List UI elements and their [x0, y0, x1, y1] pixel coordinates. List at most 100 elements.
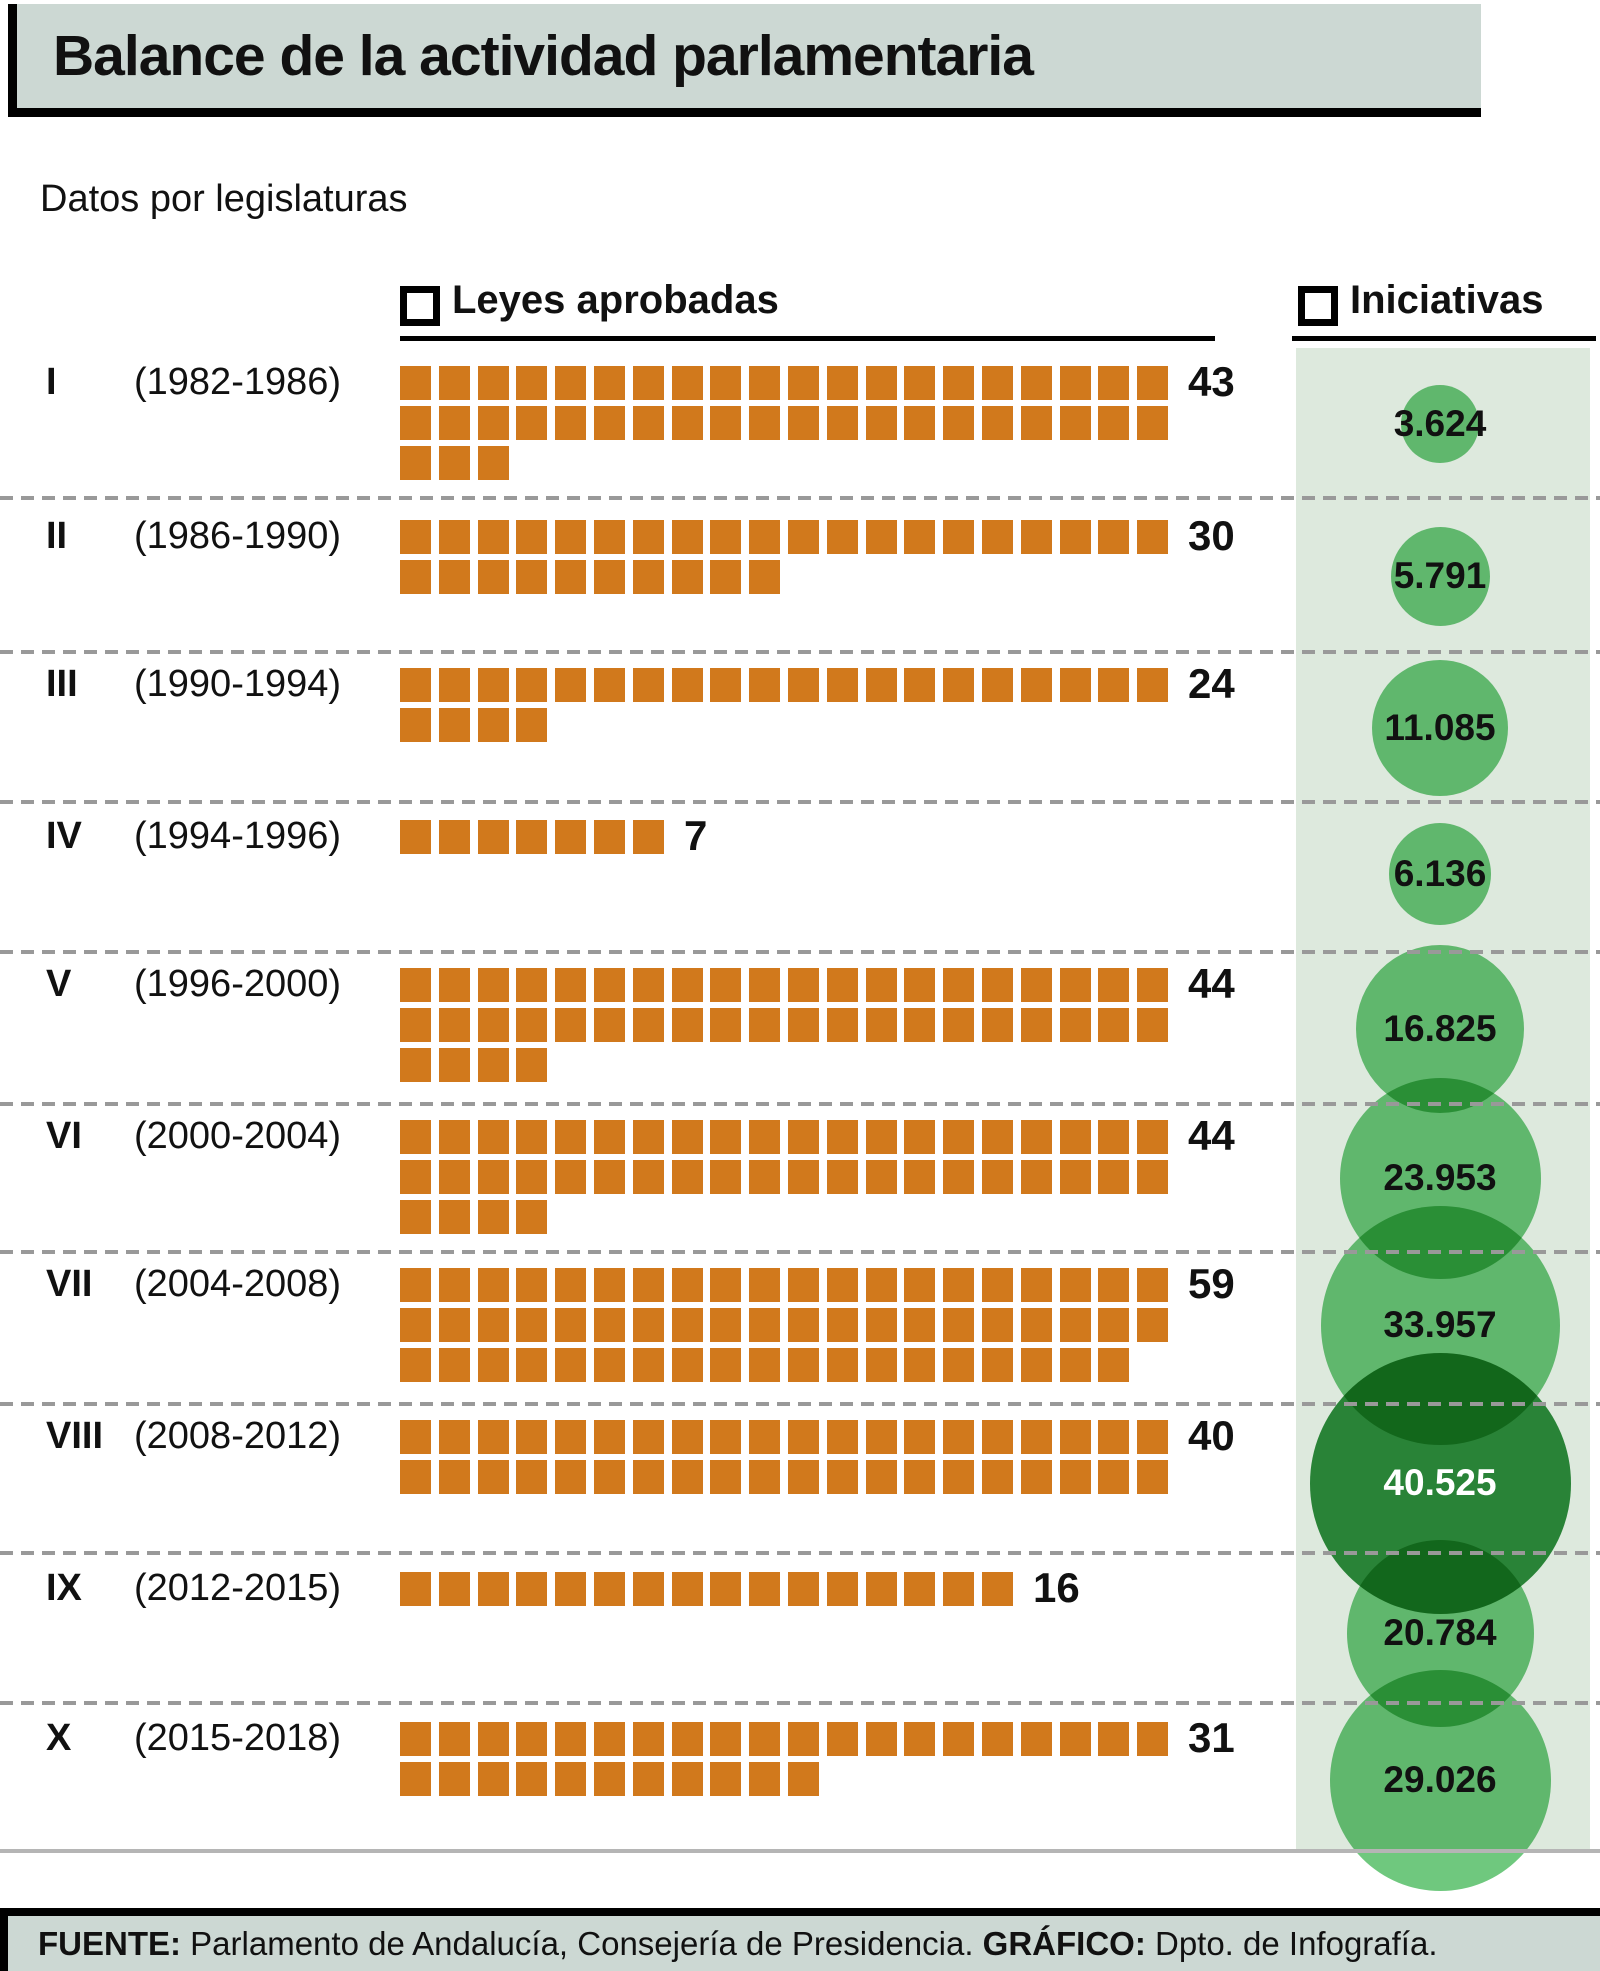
law-square [1060, 1308, 1091, 1342]
law-square [439, 446, 470, 480]
law-square [866, 1008, 897, 1042]
law-square [555, 968, 586, 1002]
law-square [478, 1048, 509, 1082]
law-square [478, 1572, 509, 1606]
law-square [827, 1308, 858, 1342]
law-square [710, 1160, 741, 1194]
laws-count-II: 30 [1188, 512, 1235, 559]
law-square [1021, 1420, 1052, 1454]
law-square [904, 968, 935, 1002]
law-square [1137, 968, 1168, 1002]
law-square [555, 820, 586, 854]
laws-legend-label: Leyes aprobadas [452, 278, 779, 322]
law-square [1137, 1160, 1168, 1194]
law-square [594, 1722, 625, 1756]
law-square [982, 1722, 1013, 1756]
law-square [672, 1572, 703, 1606]
law-square [633, 968, 664, 1002]
law-square [1098, 968, 1129, 1002]
law-square [1098, 1008, 1129, 1042]
law-square [672, 1268, 703, 1302]
law-square [866, 1268, 897, 1302]
graphic-label: GRÁFICO: [982, 1925, 1146, 1962]
law-square [788, 1268, 819, 1302]
law-square [710, 1268, 741, 1302]
law-square [710, 406, 741, 440]
subtitle: Datos por legislaturas [40, 178, 408, 220]
law-square [1098, 520, 1129, 554]
law-square [788, 1420, 819, 1454]
legislature-roman-IX: IX [46, 1567, 82, 1609]
initiatives-value-V: 16.825 [1383, 1008, 1497, 1049]
law-square [749, 1308, 780, 1342]
law-square [478, 1160, 509, 1194]
law-square [1060, 1420, 1091, 1454]
law-square [710, 1420, 741, 1454]
law-square [633, 406, 664, 440]
law-square [516, 1200, 547, 1234]
law-square [827, 366, 858, 400]
graphic-text: Dpto. de Infografía. [1145, 1925, 1438, 1962]
law-square [478, 520, 509, 554]
law-square [400, 1572, 431, 1606]
law-square [439, 1008, 470, 1042]
legislature-years-IV: (1994-1996) [134, 815, 342, 857]
legislature-roman-X: X [46, 1717, 72, 1759]
law-square [1137, 1308, 1168, 1342]
law-square [594, 1268, 625, 1302]
law-square [1021, 1008, 1052, 1042]
law-square [633, 1572, 664, 1606]
law-square [672, 1120, 703, 1154]
law-square [478, 820, 509, 854]
law-square [672, 520, 703, 554]
law-square [788, 1722, 819, 1756]
law-square [555, 1268, 586, 1302]
law-square [594, 1348, 625, 1382]
laws-count-VII: 59 [1188, 1260, 1235, 1307]
legislature-roman-IV: IV [46, 815, 82, 857]
law-square [478, 1460, 509, 1494]
legislature-roman-VI: VI [46, 1115, 82, 1157]
law-square [439, 1460, 470, 1494]
laws-count-III: 24 [1188, 660, 1235, 707]
law-square [439, 708, 470, 742]
law-square [866, 968, 897, 1002]
law-square [943, 1120, 974, 1154]
law-square [866, 366, 897, 400]
law-square [672, 1160, 703, 1194]
law-square [904, 1420, 935, 1454]
law-square [400, 1420, 431, 1454]
law-square [516, 1048, 547, 1082]
law-square [1137, 1722, 1168, 1756]
source-text: Parlamento de Andalucía, Consejería de P… [181, 1925, 983, 1962]
law-square [400, 1308, 431, 1342]
law-square [943, 1160, 974, 1194]
law-square [633, 1308, 664, 1342]
title-bar: Balance de la actividad parlamentaria [8, 4, 1481, 117]
law-square [866, 1420, 897, 1454]
law-square [672, 1420, 703, 1454]
law-square [439, 366, 470, 400]
law-square [710, 668, 741, 702]
law-square [749, 1348, 780, 1382]
law-square [982, 968, 1013, 1002]
legislature-years-VI: (2000-2004) [134, 1115, 342, 1157]
law-square [827, 1572, 858, 1606]
law-square [633, 1420, 664, 1454]
law-square [904, 1308, 935, 1342]
laws-count-V: 44 [1188, 960, 1235, 1007]
law-square [866, 668, 897, 702]
legislature-years-IX: (2012-2015) [134, 1567, 342, 1609]
law-square [1098, 366, 1129, 400]
initiatives-bubble-II [1390, 526, 1490, 626]
law-square [788, 366, 819, 400]
laws-count-VI: 44 [1188, 1112, 1235, 1159]
law-square [904, 366, 935, 400]
law-square [1060, 366, 1091, 400]
law-square [710, 1120, 741, 1154]
law-square [904, 1120, 935, 1154]
law-square [439, 1200, 470, 1234]
law-square [672, 560, 703, 594]
law-square [672, 1762, 703, 1796]
